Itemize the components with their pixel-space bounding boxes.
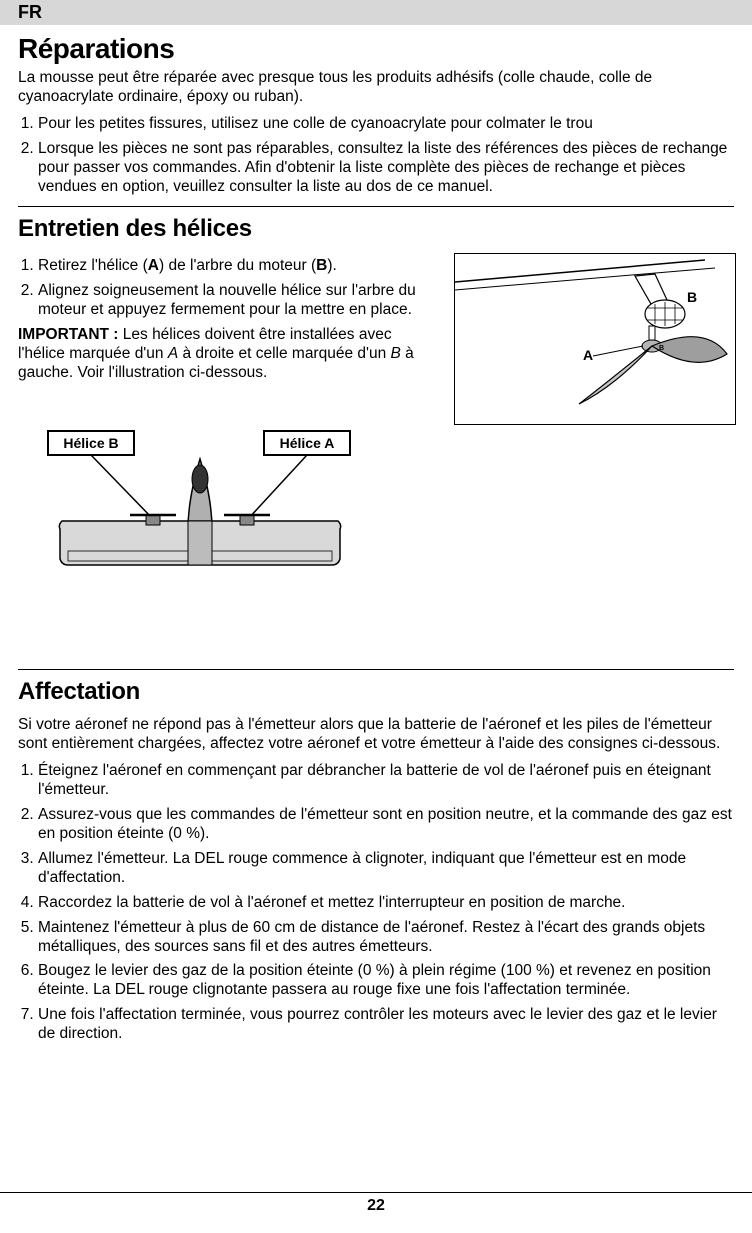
entretien-list: Retirez l'hélice (A) de l'arbre du moteu… xyxy=(18,257,442,320)
label-helice-b: Hélice B xyxy=(48,431,134,455)
plane-svg: Hélice B Hélice A xyxy=(38,429,398,629)
motor-diagram-col: B A B xyxy=(454,253,734,425)
reparations-heading: Réparations xyxy=(18,33,734,65)
label-helice-a: Hélice A xyxy=(264,431,350,455)
text-fragment: Retirez l'hélice ( xyxy=(38,257,148,274)
list-item: Lorsque les pièces ne sont pas réparable… xyxy=(38,140,734,197)
important-label: IMPORTANT : xyxy=(18,326,123,343)
svg-text:B: B xyxy=(659,345,664,352)
plane-top-diagram: Hélice B Hélice A xyxy=(38,429,398,629)
affectation-list: Éteignez l'aéronef en commençant par déb… xyxy=(18,762,734,1044)
list-item: Une fois l'affectation terminée, vous po… xyxy=(38,1006,734,1044)
affectation-intro: Si votre aéronef ne répond pas à l'émett… xyxy=(18,716,734,754)
list-item: Raccordez la batterie de vol à l'aéronef… xyxy=(38,894,734,913)
list-item: Alignez soigneusement la nouvelle hélice… xyxy=(38,282,442,320)
label-a: A xyxy=(148,257,159,274)
separator xyxy=(18,206,734,207)
motor-propeller-diagram: B A B xyxy=(454,253,736,425)
label-b: B xyxy=(316,257,327,274)
label-b-italic: B xyxy=(391,345,401,362)
list-item: Allumez l'émetteur. La DEL rouge commenc… xyxy=(38,850,734,888)
list-item: Retirez l'hélice (A) de l'arbre du moteu… xyxy=(38,257,442,276)
entretien-row: Retirez l'hélice (A) de l'arbre du moteu… xyxy=(18,253,734,425)
svg-text:B: B xyxy=(687,289,697,305)
entretien-heading: Entretien des hélices xyxy=(18,215,734,243)
reparations-list: Pour les petites fissures, utilisez une … xyxy=(18,115,734,197)
list-item: Éteignez l'aéronef en commençant par déb… xyxy=(38,762,734,800)
entretien-text-col: Retirez l'hélice (A) de l'arbre du moteu… xyxy=(18,253,442,390)
svg-text:A: A xyxy=(583,347,593,363)
page-number: 22 xyxy=(0,1192,752,1215)
motor-svg: B A B xyxy=(455,254,735,424)
text-fragment: à droite et celle marquée d'un xyxy=(178,345,390,362)
label-a-italic: A xyxy=(168,345,178,362)
affectation-heading: Affectation xyxy=(18,678,734,706)
list-item: Maintenez l'émetteur à plus de 60 cm de … xyxy=(38,919,734,957)
reparations-intro: La mousse peut être réparée avec presque… xyxy=(18,69,734,107)
helice-a-text: Hélice A xyxy=(280,435,335,451)
important-note: IMPORTANT : Les hélices doivent être ins… xyxy=(18,326,442,383)
helice-b-text: Hélice B xyxy=(63,435,118,451)
page: FR Réparations La mousse peut être répar… xyxy=(0,0,752,1233)
text-fragment: ). xyxy=(327,257,336,274)
list-item: Bougez le levier des gaz de la position … xyxy=(38,962,734,1000)
list-item: Assurez-vous que les commandes de l'émet… xyxy=(38,806,734,844)
separator xyxy=(18,669,734,670)
list-item: Pour les petites fissures, utilisez une … xyxy=(38,115,734,134)
text-fragment: ) de l'arbre du moteur ( xyxy=(159,257,316,274)
language-bar: FR xyxy=(0,0,752,25)
language-tag: FR xyxy=(18,2,42,22)
